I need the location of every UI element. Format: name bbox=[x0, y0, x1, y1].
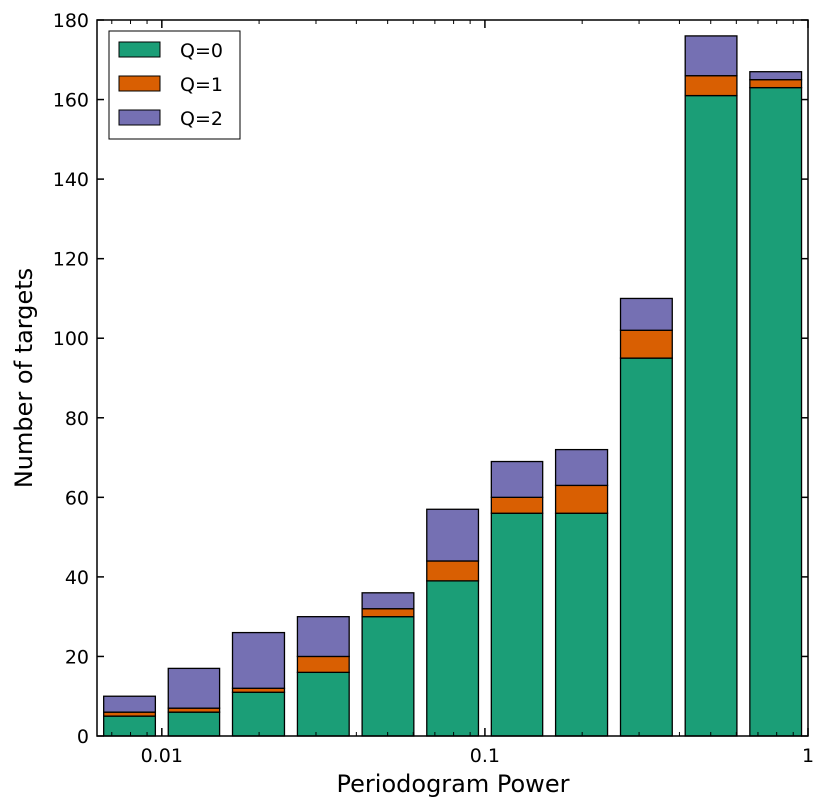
bar-q0-bin-2 bbox=[231, 691, 286, 737]
bar-q1-bin-6 bbox=[490, 496, 544, 514]
bar-q2-bin-5 bbox=[426, 508, 480, 562]
y-tick-label: 60 bbox=[65, 487, 89, 509]
x-axis-label: Periodogram Power bbox=[337, 770, 570, 798]
bar-q0-bin-10 bbox=[749, 86, 803, 737]
bar-q0-bin-5 bbox=[426, 580, 480, 737]
bar-q2-bin-8 bbox=[619, 297, 673, 331]
bar-q2-bin-3 bbox=[296, 616, 350, 658]
y-tick-label: 80 bbox=[65, 408, 89, 430]
legend-swatch-q2 bbox=[118, 109, 161, 126]
bar-q1-bin-3 bbox=[296, 655, 350, 674]
legend-swatch-q0 bbox=[118, 41, 161, 58]
bar-q2-bin-1 bbox=[167, 667, 221, 709]
legend-label-q0: Q=0 bbox=[180, 40, 223, 62]
legend: Q=0 Q=1 Q=2 bbox=[108, 30, 241, 140]
y-tick-label: 0 bbox=[77, 726, 89, 748]
legend-label-q1: Q=1 bbox=[180, 74, 223, 96]
bar-q2-bin-0 bbox=[103, 695, 157, 713]
y-tick-label: 140 bbox=[53, 169, 89, 191]
bar-q0-bin-3 bbox=[296, 671, 350, 737]
axes-layer: 0 20 40 60 80 100 120 140 160 180 0.01 0.1 1 bbox=[53, 10, 814, 767]
bar-q2-bin-10 bbox=[749, 71, 803, 81]
bar-q0-bin-7 bbox=[554, 512, 609, 737]
bar-q1-bin-8 bbox=[619, 329, 673, 359]
bar-q0-bin-8 bbox=[619, 357, 673, 737]
y-tick-label: 180 bbox=[53, 10, 89, 32]
legend-swatch-q1 bbox=[118, 75, 161, 92]
bar-q2-bin-2 bbox=[231, 631, 286, 689]
bar-q2-bin-9 bbox=[684, 35, 738, 77]
y-tick-label: 40 bbox=[65, 567, 89, 589]
bar-q0-bin-9 bbox=[684, 94, 738, 737]
bar-q0-bin-1 bbox=[167, 711, 221, 737]
legend-label-q2: Q=2 bbox=[180, 108, 223, 130]
bars-layer bbox=[103, 35, 803, 737]
bar-q2-bin-4 bbox=[361, 592, 415, 610]
y-tick-label: 100 bbox=[53, 328, 89, 350]
bar-q1-bin-9 bbox=[684, 75, 738, 97]
x-tick-label: 0.01 bbox=[141, 745, 183, 767]
y-tick-label: 20 bbox=[65, 646, 89, 668]
y-axis-label: Number of targets bbox=[10, 268, 38, 488]
bar-q1-bin-10 bbox=[749, 79, 803, 89]
bar-q0-bin-4 bbox=[361, 616, 415, 737]
x-tick-label: 0.1 bbox=[470, 745, 500, 767]
y-tick-label: 120 bbox=[53, 249, 89, 271]
bar-q0-bin-6 bbox=[490, 512, 544, 737]
bar-q1-bin-4 bbox=[361, 608, 415, 618]
y-tick-label: 160 bbox=[53, 90, 89, 112]
x-tick-label: 1 bbox=[802, 745, 814, 767]
bar-q1-bin-5 bbox=[426, 560, 480, 582]
bar-q1-bin-7 bbox=[554, 484, 609, 514]
bar-q2-bin-7 bbox=[554, 448, 609, 487]
bar-q2-bin-6 bbox=[490, 460, 544, 498]
plot-frame bbox=[96, 19, 809, 737]
